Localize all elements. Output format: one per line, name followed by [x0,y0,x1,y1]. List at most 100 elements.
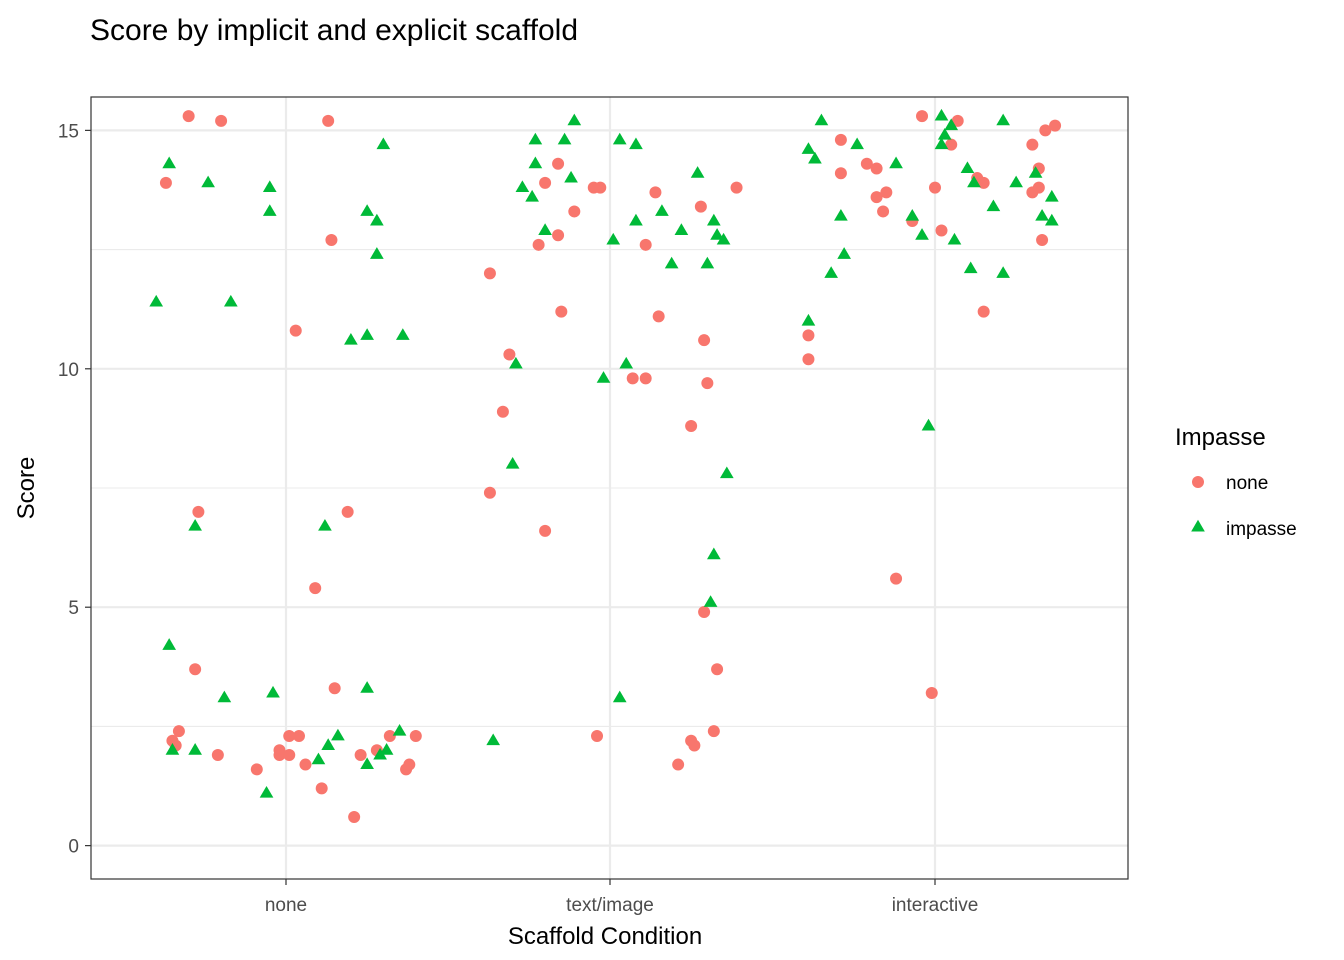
data-point-impasse [690,166,705,178]
data-point-impasse [370,213,384,226]
x-axis: none text/image interactive [265,879,978,916]
data-point-none [552,157,565,170]
data-point-none [935,224,948,237]
data-point-impasse [149,294,164,307]
data-point-impasse [321,738,336,750]
y-tick-label: 15 [58,121,79,142]
data-point-none [880,186,893,199]
data-point-none [328,682,341,695]
data-point-impasse [376,137,391,150]
data-point-none [289,324,302,337]
data-point-impasse [596,371,611,383]
data-point-impasse [344,332,358,345]
x-tick-label: interactive [892,895,979,916]
legend-key-none [1192,476,1204,488]
data-point-none [711,663,724,676]
data-point-none [945,138,958,151]
data-point-impasse [162,156,177,169]
x-tick-label: text/image [566,895,654,916]
data-point-none [977,176,990,189]
data-point-none [172,725,185,738]
plot-area [90,96,1129,880]
y-axis-title: Score [13,457,40,520]
data-point-impasse [188,518,202,531]
data-point-impasse [318,518,332,531]
data-point-none [639,372,652,385]
data-point-impasse [538,223,552,235]
data-point-impasse [262,204,277,216]
data-point-impasse [201,175,215,188]
data-point-impasse [331,728,345,741]
data-point-impasse [703,595,718,607]
data-point-impasse [801,142,816,154]
data-point-impasse [515,180,530,193]
data-point-impasse [629,213,643,226]
data-point-impasse [700,256,715,269]
legend-label-none: none [1226,473,1268,494]
data-point-none [1026,186,1039,199]
data-point-impasse [996,113,1010,126]
data-point-impasse [1028,166,1043,178]
data-point-none [283,729,296,742]
chart-title: Score by implicit and explicit scaffold [90,14,578,47]
data-point-impasse [557,132,572,145]
data-point-impasse [612,690,627,703]
data-point-impasse [1044,189,1059,202]
data-point-impasse [379,743,394,755]
data-point-impasse [801,313,816,326]
data-point-none [698,605,711,618]
data-point-none [354,749,367,762]
data-point-impasse [905,209,920,221]
data-point-impasse [606,232,621,245]
data-point-impasse [262,180,277,193]
data-point-impasse [528,132,543,145]
data-point-impasse [889,156,903,169]
data-point-impasse [947,232,962,245]
data-point-impasse [850,137,864,150]
data-point-none [802,353,815,366]
data-point-none [860,157,873,170]
data-point-none [299,758,312,771]
data-point-impasse [217,690,232,703]
data-point-impasse [360,681,374,693]
y-tick-label: 0 [68,837,79,858]
data-point-none [870,162,883,175]
data-point-impasse [710,228,724,240]
data-point-impasse [619,356,634,369]
data-point-none [639,238,652,251]
data-point-impasse [360,328,374,340]
data-point-none [707,725,720,738]
data-point-none [283,749,296,762]
data-point-impasse [719,466,734,479]
data-point-none [1049,119,1062,132]
data-point-none [685,420,698,433]
data-point-impasse [960,161,975,173]
data-point-none [730,181,743,194]
data-point-none [802,329,815,342]
y-tick-label: 10 [58,360,79,381]
data-point-impasse [629,137,643,150]
data-point-impasse [486,733,501,746]
data-point-none [834,167,847,180]
data-point-none [211,749,224,762]
data-point-none [348,811,361,824]
data-point-none [672,758,685,771]
data-point-none [322,114,335,127]
data-point-none [698,334,711,347]
data-point-impasse [655,204,669,216]
data-point-impasse [934,108,949,121]
data-point-none [929,181,941,194]
data-point-impasse [567,113,582,126]
data-point-none [189,663,202,676]
gridlines [91,97,1128,879]
data-point-impasse [223,294,238,307]
data-point-none [250,763,263,776]
data-point-none [403,758,416,771]
data-point-impasse [612,132,627,145]
data-point-none [409,729,422,742]
data-point-impasse [986,199,1001,212]
x-axis-title: Scaffold Condition [508,923,702,950]
data-point-none [292,729,305,742]
data-point-impasse [834,209,848,221]
